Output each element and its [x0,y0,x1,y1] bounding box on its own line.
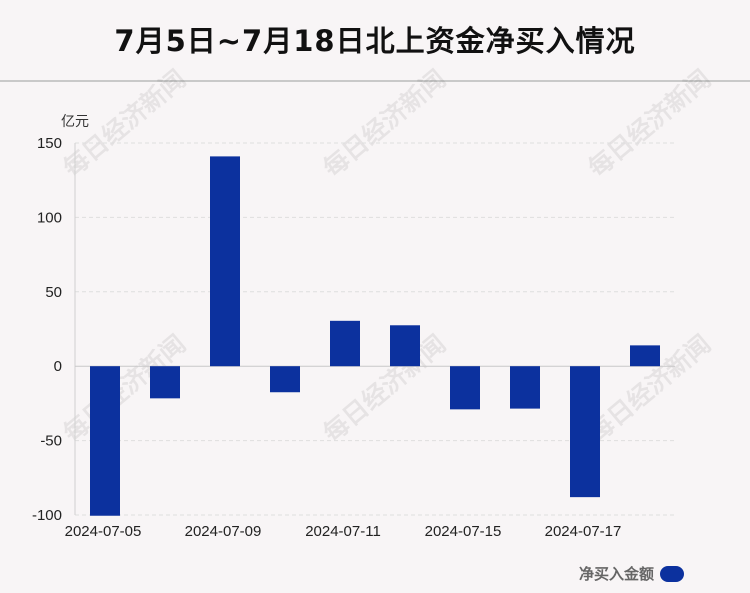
legend-label: 净买入金额 [578,565,654,583]
x-tick-label: 2024-07-11 [305,523,381,540]
x-tick-label: 2024-07-09 [185,523,262,540]
bar-2024-07-10 [270,366,300,393]
y-axis-unit-label: 亿元 [61,114,89,130]
y-tick-label: -100 [32,507,62,524]
watermark-text: 每日经济新闻 [58,64,192,183]
y-tick-labels: 150 100 50 0 -50 -100 [32,135,62,524]
bar-2024-07-18 [630,345,660,367]
y-tick-label: -50 [40,433,62,450]
legend: 净买入金额 [579,563,684,584]
title-divider [0,80,750,82]
bar-2024-07-05 [90,366,120,516]
legend-swatch [660,565,684,582]
y-tick-label: 150 [37,135,62,152]
x-tick-label: 2024-07-17 [545,523,622,540]
bar-2024-07-15 [450,366,480,410]
bar-2024-07-11 [330,320,360,367]
bar-2024-07-16 [510,366,540,409]
x-tick-labels: 2024-07-05 2024-07-09 2024-07-11 2024-07-15… [65,523,622,540]
watermark-text: 每日经济新闻 [583,64,717,183]
bar-2024-07-08 [150,366,180,399]
y-tick-label: 0 [54,358,62,375]
watermark-text: 每日经济新闻 [318,64,452,183]
chart-title: 7月5日~7月18日北上资金净买入情况 [114,24,636,58]
x-tick-label: 2024-07-15 [425,523,502,540]
bars-layer [90,156,660,516]
y-tick-label: 100 [37,209,62,226]
y-tick-label: 50 [45,284,62,301]
x-tick-label: 2024-07-05 [65,523,142,540]
bar-2024-07-17 [570,366,600,498]
bar-2024-07-09 [210,156,240,367]
bar-2024-07-12 [390,325,420,367]
